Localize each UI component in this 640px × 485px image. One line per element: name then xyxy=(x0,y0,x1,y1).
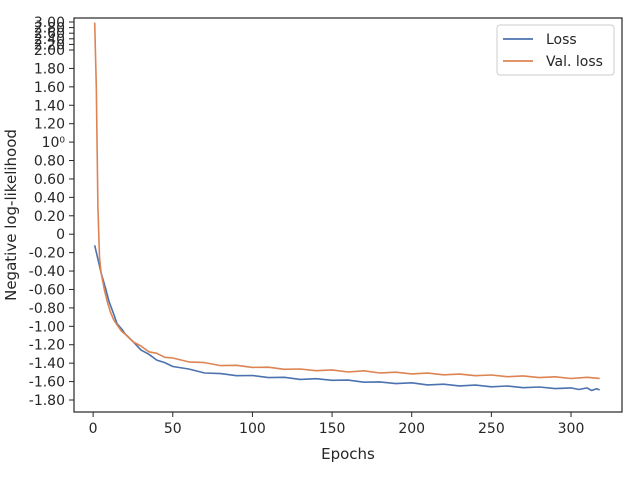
y-tick-label: -1.60 xyxy=(29,375,65,391)
x-tick-label: 300 xyxy=(558,421,585,437)
y-tick-label: -1.00 xyxy=(29,319,65,335)
y-tick-label: 2.80 xyxy=(34,21,65,37)
y-tick-label: 0.80 xyxy=(34,154,65,170)
y-tick-label: 2.40 xyxy=(34,32,65,48)
y-tick-label: 1.60 xyxy=(34,80,65,96)
y-tick-label: 0.40 xyxy=(34,190,65,206)
y-tick-label: -0.20 xyxy=(29,246,65,262)
y-tick-label: 2.00 xyxy=(34,43,65,59)
legend-frame xyxy=(496,24,615,76)
y-axis-title: Negative log-likelihood xyxy=(2,129,20,301)
y-tick-label: 1.40 xyxy=(34,98,65,114)
y-tick-label: -0.80 xyxy=(29,301,65,317)
x-tick-label: 100 xyxy=(239,421,266,437)
y-tick-label: 3.00 xyxy=(34,15,65,31)
y-tick-label: 1.80 xyxy=(34,61,65,77)
y-tick-label: 2.60 xyxy=(34,26,65,42)
y-tick-label: -0.40 xyxy=(29,264,65,280)
x-axis-title: Epochs xyxy=(321,445,375,463)
y-tick-label: -1.80 xyxy=(29,393,65,409)
plot-area xyxy=(93,22,600,392)
x-tick-label: 0 xyxy=(89,421,98,437)
legend: Loss Val. loss xyxy=(496,24,615,76)
y-tick-label: 0.60 xyxy=(34,172,65,188)
x-axis: 0 50 100 150 200 250 300 xyxy=(89,412,585,437)
series-line-0 xyxy=(93,245,600,392)
legend-label: Loss xyxy=(546,32,577,48)
x-tick-label: 200 xyxy=(398,421,425,437)
y-tick-label: 0 xyxy=(56,227,65,243)
x-tick-label: 250 xyxy=(478,421,505,437)
y-tick-label: 10⁰ xyxy=(42,135,66,151)
x-tick-label: 150 xyxy=(319,421,346,437)
x-tick-label: 50 xyxy=(164,421,182,437)
y-tick-label: -0.60 xyxy=(29,282,65,298)
y-tick-label: 2.20 xyxy=(34,37,65,53)
y-tick-label: 1.20 xyxy=(34,117,65,133)
legend-label: Val. loss xyxy=(546,54,603,70)
y-tick-label: -1.20 xyxy=(29,338,65,354)
y-axis: -1.80 -1.60 -1.40 -1.20 -1.00 -0.80 -0.60 -0.40… xyxy=(29,15,74,409)
y-tick-label: -1.40 xyxy=(29,356,65,372)
y-tick-label: 0.20 xyxy=(34,209,65,225)
axes-frame xyxy=(73,17,623,413)
series-line-1 xyxy=(93,22,600,380)
